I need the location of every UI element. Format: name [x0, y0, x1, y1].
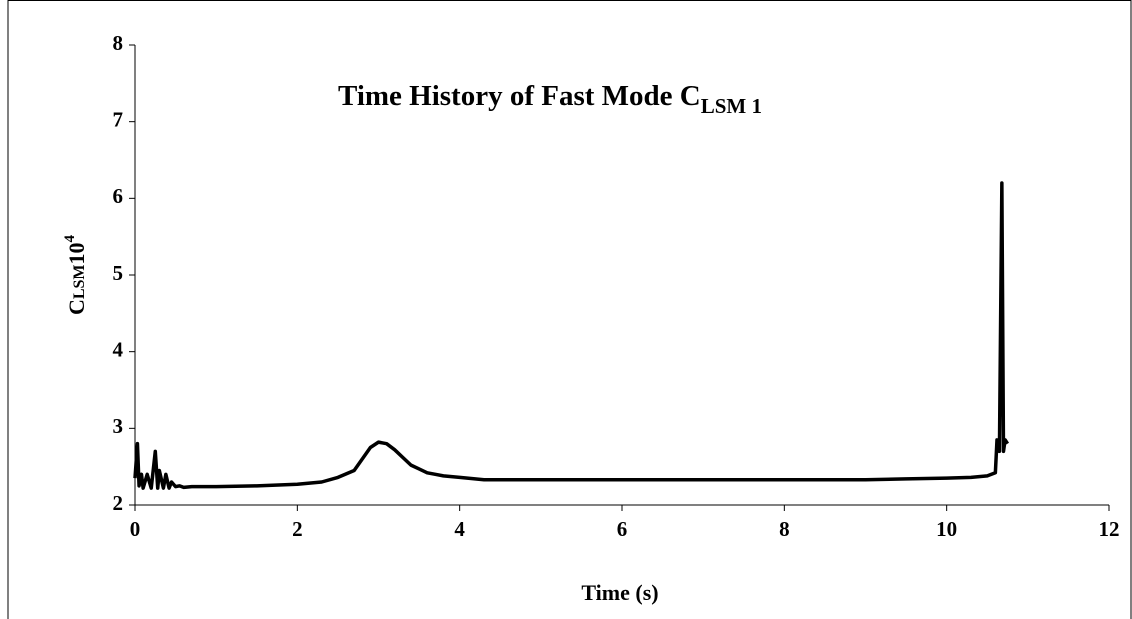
- x-tick-label: 2: [292, 517, 303, 541]
- y-axis-label: CLSM104: [62, 234, 89, 315]
- chart-title: Time History of Fast Mode CLSM 1: [338, 80, 762, 118]
- y-tick-label: 4: [113, 337, 124, 361]
- data-line: [133, 181, 1010, 490]
- x-tick-label: 4: [454, 517, 465, 541]
- y-label-ten: 10: [64, 242, 89, 264]
- x-axis-label: Time (s): [581, 580, 658, 605]
- x-tick-label: 6: [617, 517, 628, 541]
- x-tick-label: 12: [1099, 517, 1120, 541]
- y-tick-label: 6: [113, 184, 124, 208]
- title-main: Time History of Fast Mode C: [338, 80, 701, 112]
- y-tick-label: 3: [113, 414, 124, 438]
- x-tick-label: 8: [779, 517, 790, 541]
- y-label-sub: LSM: [71, 264, 88, 299]
- y-tick-label: 8: [113, 31, 124, 55]
- x-tick-label: 0: [130, 517, 141, 541]
- y-label-sup: 4: [62, 234, 78, 242]
- y-tick-label: 2: [113, 491, 124, 515]
- y-tick-label: 5: [113, 261, 124, 285]
- x-tick-label: 10: [936, 517, 957, 541]
- frame: [7, 0, 1132, 619]
- y-tick-label: 7: [113, 107, 124, 131]
- title-subscript: LSM 1: [701, 94, 762, 118]
- y-label-c: C: [64, 299, 89, 315]
